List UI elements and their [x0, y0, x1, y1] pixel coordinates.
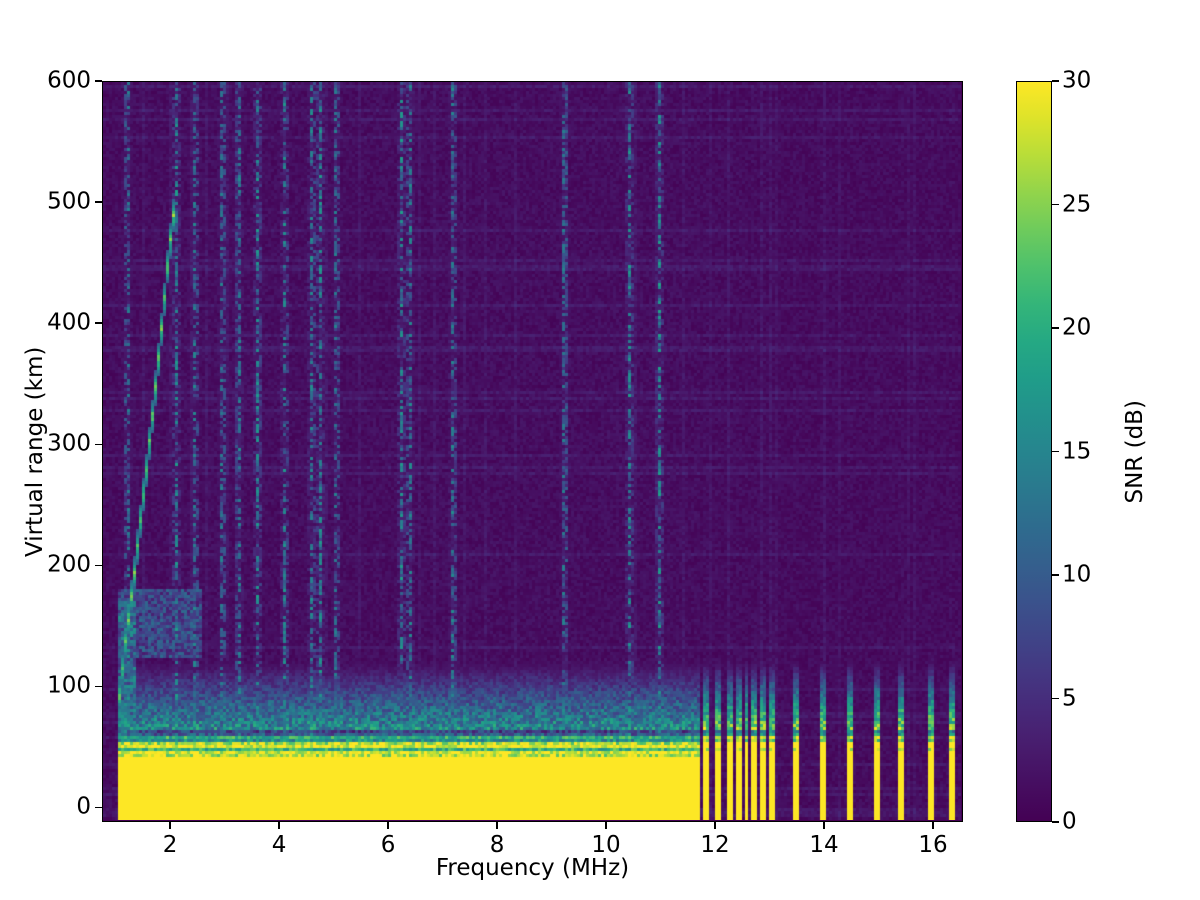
ionogram-plot-area — [102, 81, 963, 822]
x-tick-label: 14 — [809, 832, 839, 858]
colorbar-tick-mark — [1052, 821, 1059, 823]
x-tick-mark — [605, 822, 607, 829]
y-tick-mark — [95, 322, 102, 324]
y-tick-mark — [95, 564, 102, 566]
x-tick-mark — [823, 822, 825, 829]
y-axis-label: Virtual range (km) — [22, 346, 48, 557]
y-tick-mark — [95, 201, 102, 203]
colorbar-tick-label: 25 — [1062, 191, 1092, 217]
colorbar-tick-mark — [1052, 80, 1059, 82]
x-tick-mark — [387, 822, 389, 829]
y-tick-mark — [95, 806, 102, 809]
y-tick-mark — [95, 443, 102, 445]
x-tick-label: 8 — [489, 832, 505, 858]
x-tick-label: 16 — [918, 832, 948, 858]
y-tick-label: 400 — [47, 309, 91, 336]
x-tick-label: 2 — [162, 832, 178, 858]
x-tick-mark — [714, 822, 716, 829]
colorbar-tick-label: 30 — [1062, 67, 1092, 94]
colorbar-tick-mark — [1052, 327, 1059, 329]
x-tick-mark — [496, 822, 498, 829]
y-tick-label: 200 — [47, 551, 91, 578]
colorbar-tick-label: 20 — [1062, 314, 1092, 341]
x-tick-mark — [278, 822, 280, 829]
x-tick-label: 10 — [591, 832, 621, 858]
y-tick-label: 500 — [47, 188, 91, 215]
y-tick-label: 600 — [47, 67, 91, 94]
ionogram-heatmap-canvas — [103, 82, 961, 820]
colorbar-tick-mark — [1052, 574, 1059, 576]
x-axis-label: Frequency (MHz) — [435, 855, 630, 881]
x-tick-mark — [932, 822, 934, 829]
x-tick-label: 12 — [700, 832, 730, 858]
x-tick-mark — [169, 822, 171, 829]
x-tick-label: 4 — [271, 832, 287, 858]
colorbar-tick-label: 10 — [1062, 561, 1092, 588]
colorbar-tick-label: 5 — [1062, 685, 1077, 711]
colorbar — [1016, 81, 1052, 822]
colorbar-gradient — [1017, 82, 1051, 821]
y-tick-label: 100 — [47, 672, 91, 699]
y-tick-label: 0 — [76, 793, 91, 820]
colorbar-tick-mark — [1052, 697, 1059, 700]
x-tick-label: 6 — [380, 832, 396, 858]
colorbar-tick-label: 0 — [1062, 808, 1077, 835]
y-tick-mark — [95, 80, 102, 82]
y-tick-mark — [95, 685, 102, 688]
y-tick-label: 300 — [47, 430, 91, 457]
colorbar-tick-label: 15 — [1062, 438, 1092, 464]
colorbar-tick-mark — [1052, 450, 1059, 453]
colorbar-label: SNR (dB) — [1122, 399, 1148, 503]
colorbar-tick-mark — [1052, 203, 1059, 206]
